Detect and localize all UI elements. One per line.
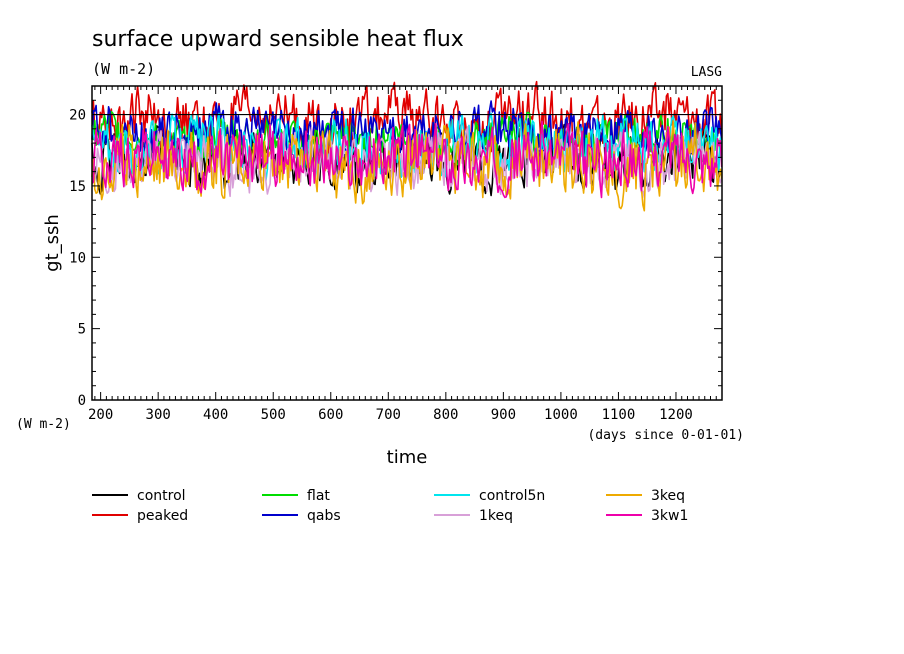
legend-item-3keq: 3keq	[606, 488, 685, 504]
legend-label: control5n	[479, 488, 545, 504]
legend-label: 1keq	[479, 508, 513, 524]
y-axis: 0 5 10 15 20	[69, 85, 722, 409]
y-tick-label: 5	[78, 322, 86, 338]
x-tick-label: 1200	[659, 407, 693, 423]
legend-label: flat	[307, 488, 330, 504]
legend: control peaked flat qabs control5n 1keq 3keq 3k…	[92, 488, 688, 524]
legend-label: 3kw1	[651, 508, 688, 524]
chart-subtitle: (W m-2)	[92, 60, 155, 78]
x-axis-label: time	[387, 447, 428, 468]
y-tick-label: 20	[69, 108, 86, 124]
series-line-3keq	[91, 120, 723, 212]
legend-item-peaked: peaked	[92, 508, 188, 524]
x-tick-label: 600	[318, 407, 343, 423]
legend-label: control	[137, 488, 186, 504]
legend-item-3kw1: 3kw1	[606, 508, 688, 524]
legend-item-1keq: 1keq	[434, 508, 513, 524]
chart-title: surface upward sensible heat flux	[92, 27, 464, 52]
x-tick-label: 800	[433, 407, 458, 423]
x-tick-label: 1000	[544, 407, 578, 423]
x-tick-label: 200	[88, 407, 113, 423]
legend-item-flat: flat	[262, 488, 330, 504]
legend-item-control: control	[92, 488, 186, 504]
legend-label: 3keq	[651, 488, 685, 504]
x-axis: 200 300 400 500 600 700 800 900 1000 1100 1200	[88, 86, 723, 423]
x-tick-label: 400	[203, 407, 228, 423]
y-tick-label: 0	[78, 393, 86, 409]
series-layer	[91, 80, 723, 212]
legend-label: qabs	[307, 508, 341, 524]
y-axis-unit: (W m-2)	[16, 417, 71, 432]
x-axis-unit: (days since 0-01-01)	[587, 428, 744, 443]
x-tick-label: 1100	[602, 407, 636, 423]
legend-item-qabs: qabs	[262, 508, 341, 524]
series-line-peaked	[91, 80, 723, 156]
x-tick-label: 500	[261, 407, 286, 423]
y-tick-label: 15	[69, 179, 86, 195]
corner-label: LASG	[691, 65, 722, 80]
y-axis-label: gt_ssh	[42, 214, 63, 272]
x-tick-label: 300	[146, 407, 171, 423]
legend-label: peaked	[137, 508, 188, 524]
y-tick-label: 10	[69, 250, 86, 266]
series-line-3kw1	[91, 120, 723, 199]
x-tick-label: 900	[491, 407, 516, 423]
legend-item-control5n: control5n	[434, 488, 545, 504]
x-tick-label: 700	[376, 407, 401, 423]
